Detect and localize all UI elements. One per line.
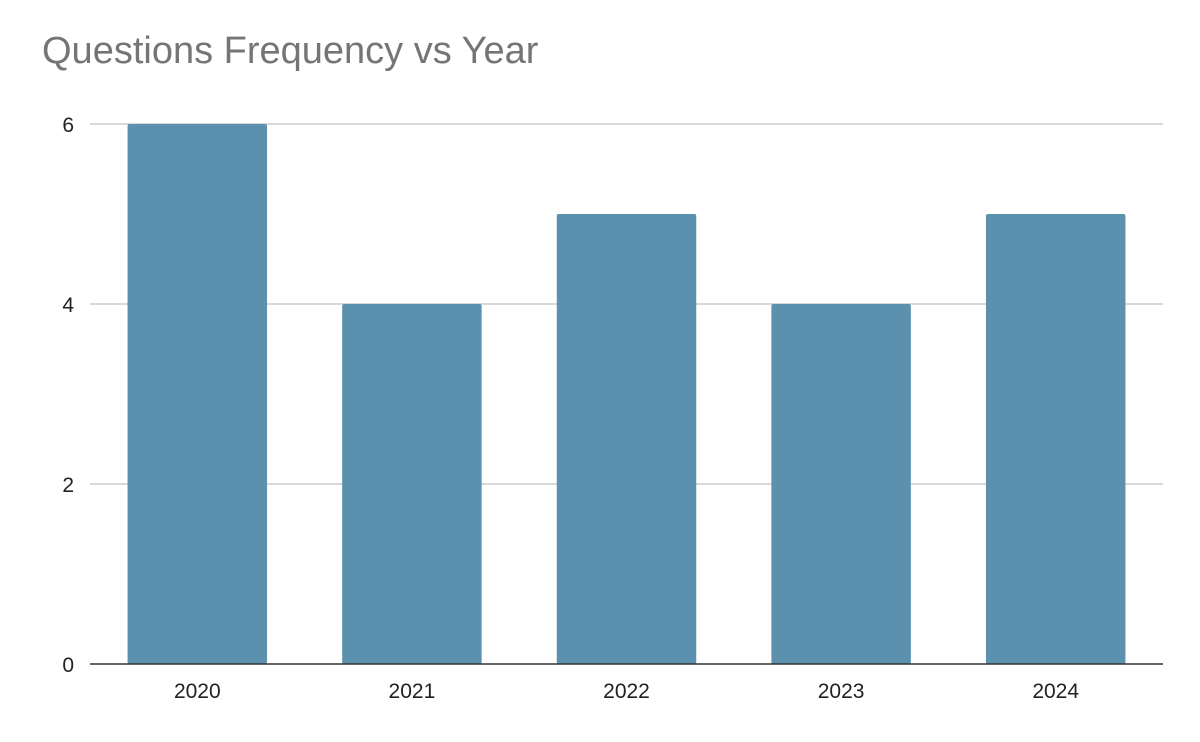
y-tick-label: 6 — [62, 114, 74, 137]
bars — [127, 124, 1126, 664]
x-tick-labels: 2020 2021 2022 2023 2024 — [174, 680, 1079, 703]
y-tick-label: 4 — [62, 294, 74, 317]
y-tick-label: 0 — [62, 654, 74, 677]
bar-2024 — [985, 214, 1126, 664]
bar-2020 — [127, 124, 268, 664]
x-tick-label: 2022 — [603, 680, 650, 703]
x-tick-label: 2024 — [1032, 680, 1079, 703]
x-tick-label: 2020 — [174, 680, 221, 703]
x-tick-label: 2023 — [818, 680, 865, 703]
chart-title: Questions Frequency vs Year — [42, 30, 539, 72]
bar-2021 — [342, 304, 482, 664]
bar-2022 — [556, 214, 697, 664]
x-tick-label: 2021 — [389, 680, 436, 703]
y-tick-label: 2 — [62, 474, 74, 497]
y-tick-labels: 0 2 4 6 — [62, 114, 74, 677]
bar-2023 — [771, 304, 911, 664]
